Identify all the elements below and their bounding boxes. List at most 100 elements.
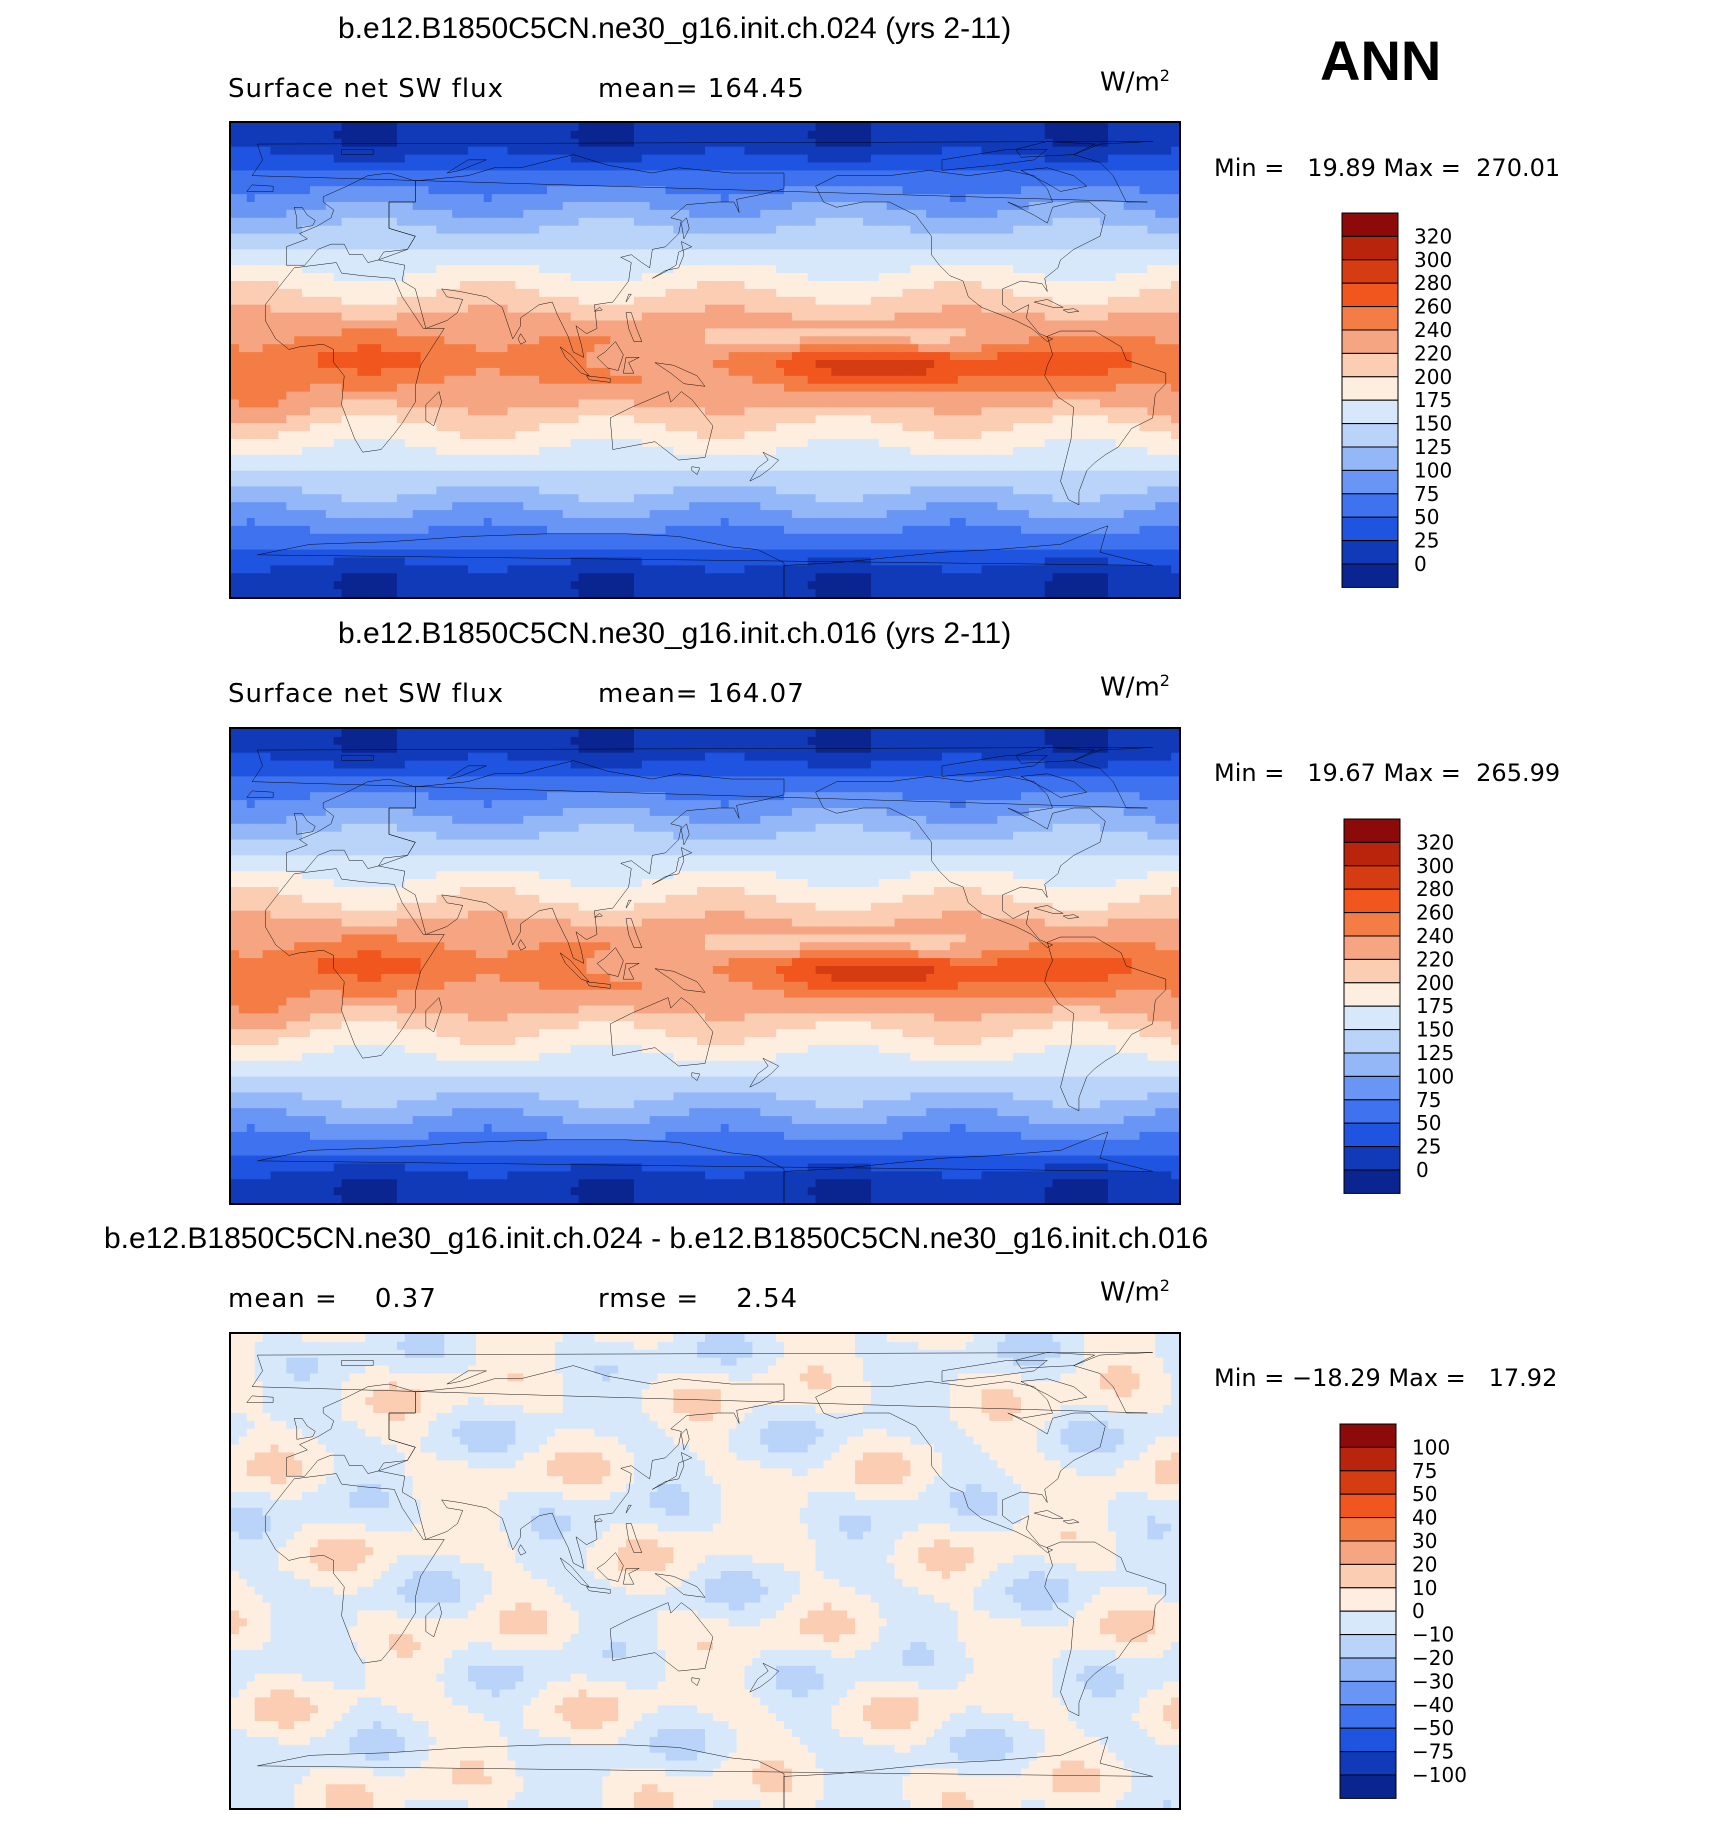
field-cell <box>507 249 517 259</box>
field-cell <box>910 217 920 227</box>
field-cell <box>1139 130 1149 140</box>
field-cell <box>894 162 904 172</box>
field-cell <box>238 344 248 353</box>
field-cell <box>1131 375 1141 385</box>
field-cell <box>310 328 319 338</box>
field-cell <box>815 328 825 338</box>
field-cell <box>539 399 548 409</box>
field-cell <box>1171 391 1179 401</box>
field-cell <box>1171 194 1179 203</box>
field-cell <box>752 367 762 377</box>
field-cell <box>618 439 627 448</box>
field-cell <box>878 431 888 440</box>
field-cell <box>294 288 303 298</box>
field-cell <box>317 288 327 298</box>
field-cell <box>594 296 604 306</box>
field-cell <box>847 265 856 274</box>
field-cell <box>1076 281 1085 290</box>
field-cell <box>831 296 841 306</box>
field-cell <box>578 288 588 298</box>
field-cell <box>246 202 256 211</box>
field-cell <box>412 360 422 369</box>
field-cell <box>799 217 809 227</box>
field-cell <box>278 241 288 251</box>
field-cell <box>325 138 335 148</box>
field-cell <box>831 265 841 274</box>
field-cell <box>641 328 651 338</box>
field-cell <box>302 241 311 251</box>
field-cell <box>720 162 730 172</box>
field-cell <box>776 257 785 266</box>
field-cell <box>475 154 485 164</box>
field-cell <box>310 344 319 353</box>
field-cell <box>712 123 722 132</box>
field-cell <box>1076 336 1085 345</box>
field-cell <box>1155 344 1164 353</box>
field-cell <box>1155 320 1164 330</box>
field-cell <box>610 312 619 322</box>
field-cell <box>981 202 991 211</box>
field-cell <box>1171 344 1179 353</box>
field-cell <box>515 360 525 369</box>
field-cell <box>1044 202 1054 211</box>
field-cell <box>626 273 635 282</box>
field-cell <box>246 209 256 219</box>
field-cell <box>436 391 446 401</box>
field-cell <box>428 162 438 172</box>
field-cell <box>554 233 564 243</box>
field-cell <box>270 257 280 266</box>
field-cell <box>460 344 469 353</box>
field-cell <box>349 446 359 456</box>
field-cell <box>823 130 833 140</box>
field-cell <box>531 194 540 203</box>
field-cell <box>1092 170 1101 180</box>
field-cell <box>1005 194 1014 203</box>
field-cell <box>531 233 540 243</box>
field-cell <box>278 130 288 140</box>
field-cell <box>262 399 272 409</box>
field-cell <box>949 154 959 164</box>
field-cell <box>286 241 295 251</box>
field-cell <box>562 217 572 227</box>
field-cell <box>997 273 1006 282</box>
field-cell <box>602 304 611 314</box>
field-cell <box>547 281 556 290</box>
field-cell <box>1092 265 1101 274</box>
field-cell <box>965 209 975 219</box>
field-cell <box>586 439 596 448</box>
field-cell <box>989 375 999 385</box>
field-cell <box>776 217 785 227</box>
field-cell <box>1115 178 1125 187</box>
field-cell <box>1155 217 1164 227</box>
field-cell <box>515 431 525 440</box>
field-cell <box>894 241 904 251</box>
field-cell <box>752 154 762 164</box>
field-cell <box>294 360 303 369</box>
field-cell <box>981 194 991 203</box>
field-cell <box>396 202 406 211</box>
field-cell <box>839 423 848 432</box>
field-cell <box>1100 202 1109 211</box>
field-cell <box>523 431 532 440</box>
field-cell <box>278 296 288 306</box>
field-cell <box>878 186 888 195</box>
field-cell <box>428 446 438 456</box>
field-cell <box>728 288 738 298</box>
field-cell <box>863 154 872 164</box>
field-cell <box>712 399 722 409</box>
field-cell <box>333 273 343 282</box>
field-cell <box>1115 328 1125 338</box>
field-cell <box>547 431 556 440</box>
field-cell <box>1100 138 1109 148</box>
field-cell <box>570 367 580 377</box>
field-cell <box>602 154 611 164</box>
field-cell <box>831 423 841 432</box>
field-cell <box>1060 367 1070 377</box>
field-cell <box>847 391 856 401</box>
field-cell <box>657 217 667 227</box>
field-cell <box>389 154 398 164</box>
field-cell <box>649 320 659 330</box>
field-cell <box>531 249 540 259</box>
field-cell <box>894 178 904 187</box>
field-cell <box>894 257 904 266</box>
